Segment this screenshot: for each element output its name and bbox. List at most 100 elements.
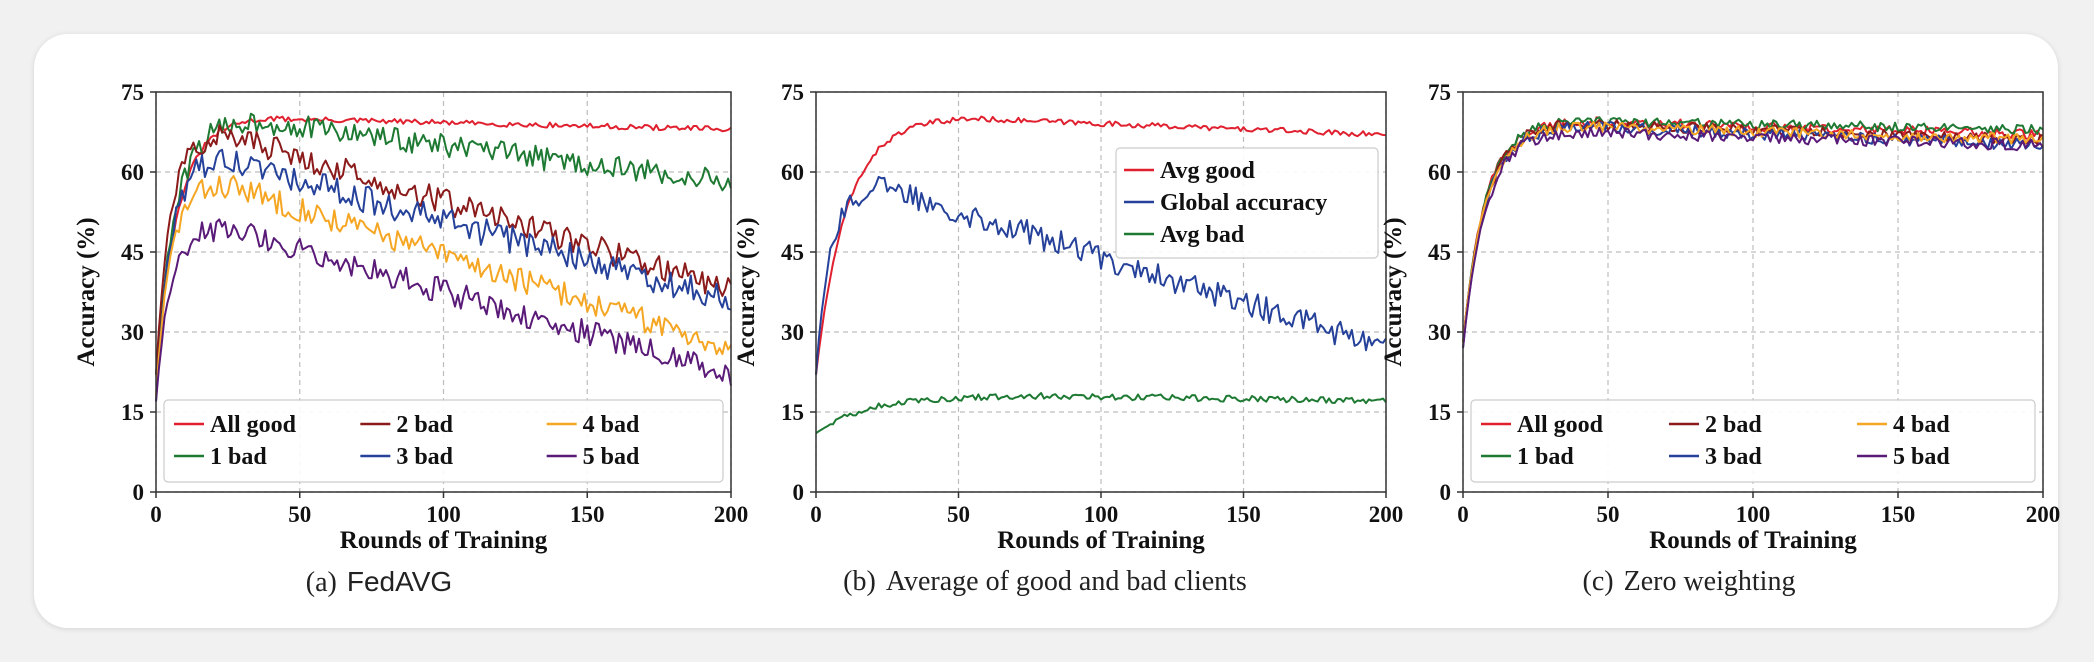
legend: Avg good Global accuracy Avg bad bbox=[1115, 147, 1379, 259]
legend-label: Global accuracy bbox=[1160, 190, 1327, 216]
y-tick-label: 0 bbox=[793, 480, 805, 505]
legend-label: 5 bad bbox=[1893, 444, 1950, 470]
caption-number: (a) bbox=[305, 567, 337, 598]
series-line-all-good bbox=[155, 115, 732, 375]
series-lines bbox=[1462, 116, 2044, 349]
x-axis-label: Rounds of Training bbox=[1649, 527, 1857, 554]
series-lines bbox=[815, 115, 1387, 435]
panel-fedavg: 0 50 100 150 200 0 15 30 45 60 75 Rounds of Trainin… bbox=[34, 34, 748, 628]
legend-item: Avg bad bbox=[1124, 222, 1245, 248]
x-tick-label: 150 bbox=[1226, 502, 1261, 527]
x-tick-label: 200 bbox=[2026, 502, 2061, 527]
series-line-1-bad bbox=[155, 112, 732, 375]
caption-fedavg: (a) FedAVG bbox=[34, 566, 724, 599]
caption-number: (c) bbox=[1582, 566, 1614, 597]
legend-label: 3 bad bbox=[396, 444, 453, 470]
y-tick-label: 0 bbox=[1440, 480, 1452, 505]
legend-label: Avg good bbox=[1160, 158, 1256, 184]
legend-box bbox=[1115, 147, 1379, 259]
figure-card: 0 50 100 150 200 0 15 30 45 60 75 Rounds of Trainin… bbox=[34, 34, 2060, 628]
y-tick-label: 75 bbox=[1428, 80, 1451, 105]
x-axis-label: Rounds of Training bbox=[997, 527, 1205, 554]
series-lines bbox=[155, 112, 732, 402]
y-tick-label: 45 bbox=[121, 240, 144, 265]
legend-item: 3 bad bbox=[1669, 444, 1762, 470]
y-axis-label: Accuracy (%) bbox=[1380, 217, 1407, 366]
x-tick-label: 100 bbox=[1736, 502, 1771, 527]
legend-label: 4 bad bbox=[583, 412, 640, 438]
legend-item: 5 bad bbox=[546, 444, 640, 470]
series-line-global-accuracy bbox=[815, 175, 1387, 375]
legend-label: 2 bad bbox=[396, 412, 453, 438]
legend-item: Avg good bbox=[1124, 158, 1256, 184]
y-tick-label: 30 bbox=[1428, 320, 1451, 345]
series-line-5-bad bbox=[155, 218, 732, 402]
legend-label: All good bbox=[210, 412, 297, 438]
series-line-3-bad bbox=[155, 148, 732, 402]
legend: All good 1 bad 2 bad 3 bad 4 bad 5 bad bbox=[1470, 399, 2036, 483]
caption-text: Zero weighting bbox=[1623, 566, 1796, 597]
series-line-4-bad bbox=[1462, 120, 2044, 343]
caption-average: (b) Average of good and bad clients bbox=[700, 566, 1390, 598]
legend-item: 5 bad bbox=[1857, 444, 1950, 470]
legend-label: 5 bad bbox=[583, 444, 640, 470]
legend-label: 2 bad bbox=[1705, 412, 1762, 438]
caption-text: FedAVG bbox=[346, 566, 453, 597]
x-tick-label: 0 bbox=[150, 502, 162, 527]
series-line-4-bad bbox=[155, 175, 732, 397]
legend-box bbox=[163, 399, 724, 483]
x-tick-label: 50 bbox=[288, 502, 311, 527]
y-tick-label: 75 bbox=[781, 80, 804, 105]
y-tick-label: 15 bbox=[781, 400, 804, 425]
caption-number: (b) bbox=[843, 566, 876, 597]
legend-box bbox=[1470, 399, 2036, 483]
panel-zero-weighting: 0 50 100 150 200 0 15 30 45 60 75 Rounds of Trainin… bbox=[1344, 34, 2060, 628]
legend-item: 1 bad bbox=[1481, 444, 1574, 470]
y-tick-label: 45 bbox=[1428, 240, 1451, 265]
legend-item: All good bbox=[1481, 412, 1604, 438]
x-tick-label: 100 bbox=[426, 502, 461, 527]
y-axis-label: Accuracy (%) bbox=[73, 217, 100, 366]
y-tick-label: 0 bbox=[133, 480, 145, 505]
legend-item: 4 bad bbox=[1857, 412, 1950, 438]
series-line-1-bad bbox=[1462, 116, 2044, 343]
y-tick-label: 75 bbox=[121, 80, 144, 105]
x-tick-label: 200 bbox=[714, 502, 749, 527]
legend-label: 1 bad bbox=[1517, 444, 1574, 470]
series-line-2-bad bbox=[155, 124, 732, 375]
x-tick-label: 0 bbox=[1457, 502, 1469, 527]
legend-label: 4 bad bbox=[1893, 412, 1950, 438]
series-line-avg-good bbox=[815, 115, 1387, 375]
caption-text: Average of good and bad clients bbox=[885, 566, 1247, 597]
y-tick-label: 30 bbox=[781, 320, 804, 345]
legend-item: 2 bad bbox=[360, 412, 454, 438]
caption-zero-weighting: (c) Zero weighting bbox=[1344, 566, 2034, 598]
legend-label: 1 bad bbox=[210, 444, 267, 470]
legend-item: 1 bad bbox=[174, 444, 267, 470]
legend: All good 1 bad 2 bad 3 bad 4 bad 5 bad bbox=[163, 399, 724, 483]
x-tick-label: 0 bbox=[810, 502, 822, 527]
legend-item: 3 bad bbox=[360, 444, 454, 470]
series-line-avg-bad bbox=[815, 392, 1387, 435]
chart-zero-weighting: 0 50 100 150 200 0 15 30 45 60 75 Rounds of Trainin… bbox=[1380, 80, 2060, 554]
y-tick-label: 30 bbox=[121, 320, 144, 345]
legend-label: Avg bad bbox=[1160, 222, 1245, 248]
legend-item: 4 bad bbox=[546, 412, 640, 438]
y-tick-label: 60 bbox=[1428, 160, 1451, 185]
x-tick-label: 50 bbox=[947, 502, 970, 527]
y-tick-label: 45 bbox=[781, 240, 804, 265]
x-axis-label: Rounds of Training bbox=[340, 527, 548, 554]
legend-item: Global accuracy bbox=[1124, 190, 1327, 216]
legend-item: All good bbox=[174, 412, 297, 438]
chart-fedavg: 0 50 100 150 200 0 15 30 45 60 75 Rounds of Trainin… bbox=[73, 80, 748, 554]
y-tick-label: 15 bbox=[121, 400, 144, 425]
chart-average: 0 50 100 150 200 0 15 30 45 60 75 Rounds of Trainin… bbox=[733, 80, 1403, 554]
legend-label: 3 bad bbox=[1705, 444, 1762, 470]
panel-average: 0 50 100 150 200 0 15 30 45 60 75 Rounds of Trainin… bbox=[700, 34, 1403, 628]
x-tick-label: 100 bbox=[1084, 502, 1119, 527]
legend-label: All good bbox=[1517, 412, 1604, 438]
legend-item: 2 bad bbox=[1669, 412, 1762, 438]
y-tick-label: 60 bbox=[781, 160, 804, 185]
y-tick-label: 60 bbox=[121, 160, 144, 185]
y-axis-label: Accuracy (%) bbox=[733, 217, 760, 366]
